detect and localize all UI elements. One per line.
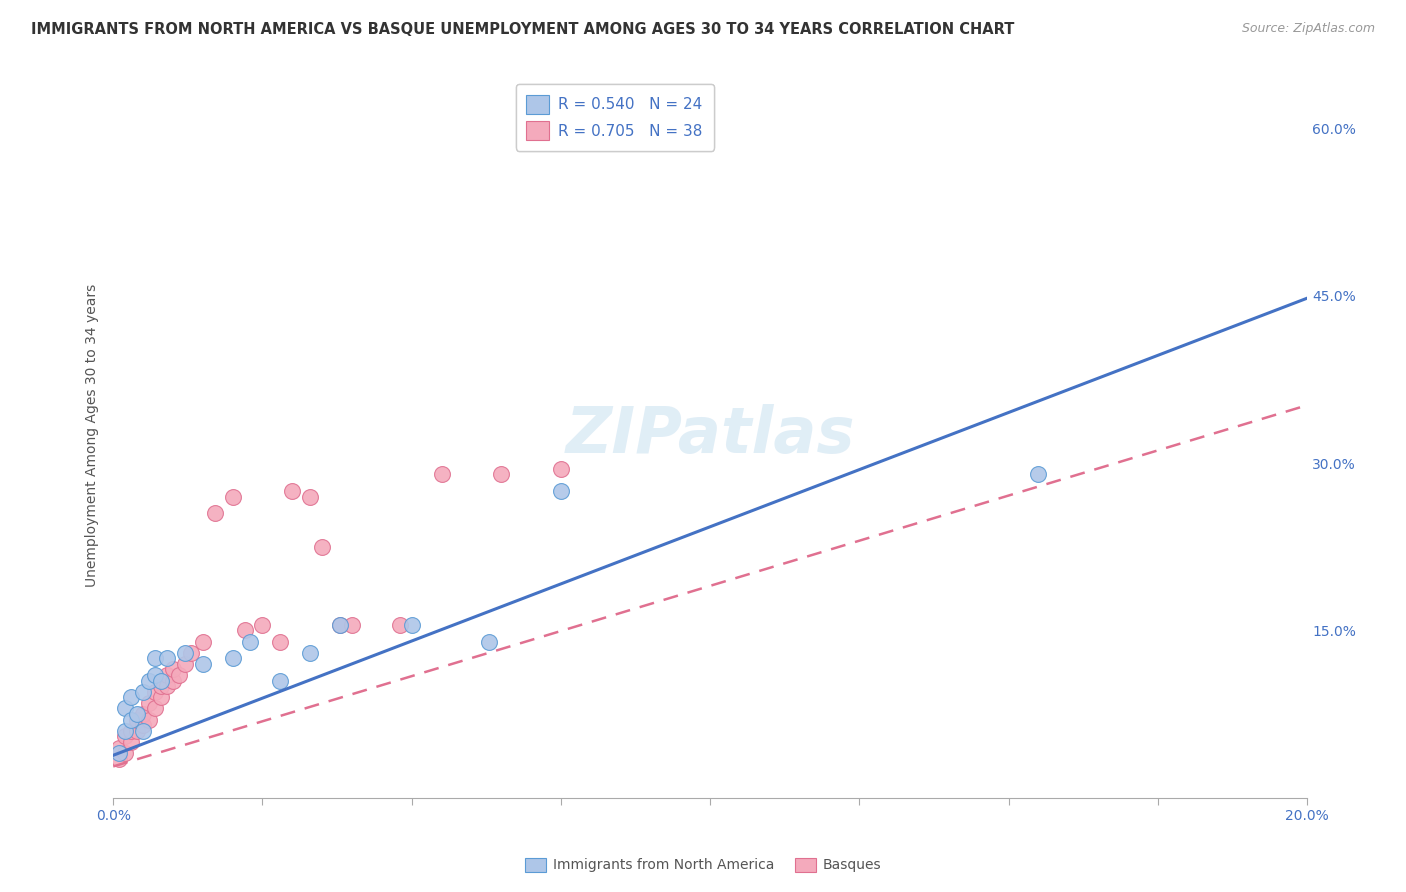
Point [388, 618, 411, 632]
Point [156, 651, 179, 665]
Point [138, 673, 160, 688]
Point [180, 646, 202, 660]
Point [156, 679, 179, 693]
Point [1028, 467, 1050, 482]
Text: Source: ZipAtlas.com: Source: ZipAtlas.com [1241, 22, 1375, 36]
Point [143, 685, 166, 699]
Point [132, 723, 155, 738]
Point [162, 663, 184, 677]
Point [143, 701, 166, 715]
Point [311, 540, 333, 554]
Point [149, 679, 172, 693]
Point [138, 713, 160, 727]
Point [108, 752, 131, 766]
Point [329, 618, 352, 632]
Point [143, 668, 166, 682]
Point [138, 696, 160, 710]
Point [173, 657, 195, 671]
Point [221, 651, 243, 665]
Point [269, 634, 291, 648]
Point [550, 462, 572, 476]
Point [156, 668, 179, 682]
Point [114, 746, 136, 760]
Point [239, 634, 262, 648]
Point [132, 685, 155, 699]
Point [340, 618, 363, 632]
Point [120, 723, 142, 738]
Point [108, 746, 131, 760]
Point [430, 467, 453, 482]
Legend: R = 0.540   N = 24, R = 0.705   N = 38: R = 0.540 N = 24, R = 0.705 N = 38 [516, 84, 714, 151]
Point [162, 673, 184, 688]
Point [191, 634, 214, 648]
Text: ZIPatlas: ZIPatlas [565, 404, 855, 467]
Point [132, 707, 155, 722]
Point [281, 484, 304, 499]
Point [149, 690, 172, 705]
Point [299, 490, 322, 504]
Point [204, 507, 226, 521]
Point [299, 646, 322, 660]
Point [329, 618, 352, 632]
Point [173, 646, 195, 660]
Point [114, 723, 136, 738]
Point [125, 713, 148, 727]
Point [120, 713, 142, 727]
Point [132, 718, 155, 732]
Point [149, 673, 172, 688]
Point [125, 707, 148, 722]
Point [252, 618, 274, 632]
Point [269, 673, 291, 688]
Point [167, 668, 190, 682]
Point [108, 740, 131, 755]
Point [221, 490, 243, 504]
Text: IMMIGRANTS FROM NORTH AMERICA VS BASQUE UNEMPLOYMENT AMONG AGES 30 TO 34 YEARS C: IMMIGRANTS FROM NORTH AMERICA VS BASQUE … [31, 22, 1014, 37]
Point [114, 730, 136, 744]
Point [143, 651, 166, 665]
Point [120, 735, 142, 749]
Point [191, 657, 214, 671]
Point [478, 634, 501, 648]
Point [550, 484, 572, 499]
Point [114, 701, 136, 715]
Y-axis label: Unemployment Among Ages 30 to 34 years: Unemployment Among Ages 30 to 34 years [86, 284, 100, 587]
Point [233, 624, 256, 638]
Point [489, 467, 512, 482]
Point [401, 618, 423, 632]
Point [125, 723, 148, 738]
Point [120, 690, 142, 705]
Legend: Immigrants from North America, Basques: Immigrants from North America, Basques [519, 852, 887, 878]
